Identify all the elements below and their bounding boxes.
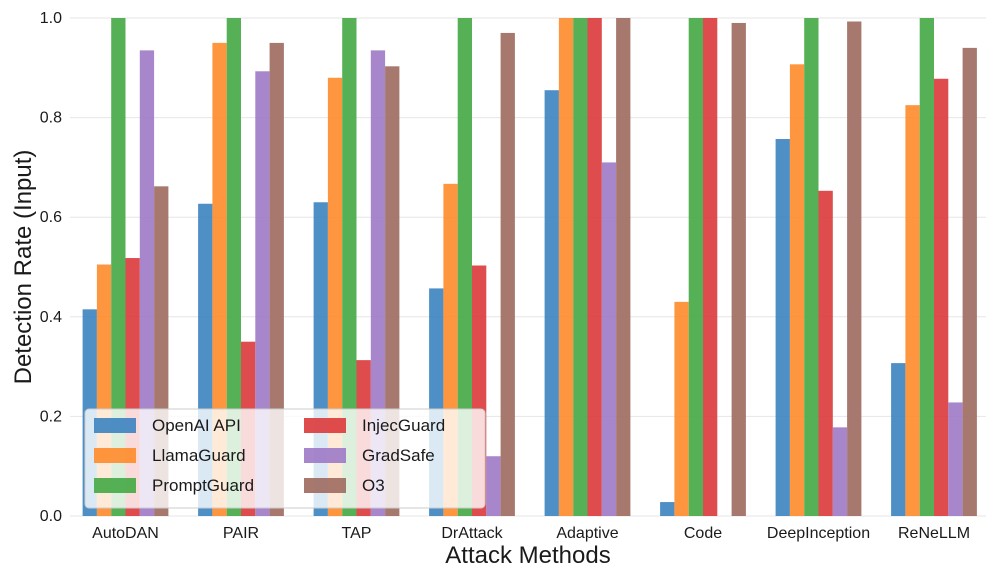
y-tick-label: 0.4: [40, 309, 62, 326]
bar-promptguard-autodan: [111, 18, 126, 516]
bar-promptguard-deepinception: [804, 18, 819, 516]
x-axis-ticks: AutoDAN PAIR TAP DrAttack Adaptive Code DeepIn…: [92, 525, 970, 542]
legend-label: GradSafe: [362, 446, 435, 465]
bar-llamaguard-deepinception: [789, 64, 805, 517]
legend-swatch: [94, 478, 136, 493]
bar-promptguard-pair: [226, 18, 241, 516]
bar-gradsafe-deepinception: [832, 427, 848, 516]
x-tick-label: ReNeLLM: [898, 525, 970, 542]
bar-llamaguard-renellm: [905, 105, 920, 517]
x-tick-label: DrAttack: [441, 525, 503, 542]
bar-o3-pair: [269, 42, 284, 517]
bar-llamaguard-pair: [212, 42, 227, 517]
y-tick-label: 1.0: [40, 10, 62, 27]
bar-promptguard-adaptive: [573, 18, 588, 516]
legend-swatch: [304, 448, 346, 463]
bar-o3-adaptive: [616, 18, 631, 516]
bar-gradsafe-pair: [255, 71, 270, 516]
x-tick-label: Adaptive: [556, 525, 618, 542]
bar-gradsafe-tap: [370, 50, 386, 517]
x-tick-label: PAIR: [223, 525, 259, 542]
legend-box: [84, 408, 486, 509]
legend-label: O3: [362, 476, 385, 495]
x-tick-label: Code: [684, 525, 722, 542]
bars: [82, 18, 977, 517]
legend-swatch: [304, 418, 346, 433]
bar-gradsafe-adaptive: [601, 162, 617, 517]
bar-llamaguard-code: [674, 301, 689, 516]
y-axis-label: Detection Rate (Input): [10, 150, 37, 385]
x-tick-label: DeepInception: [767, 525, 870, 542]
bar-o3-renellm: [962, 47, 977, 516]
y-tick-label: 0.0: [40, 508, 62, 525]
bar-injecguard-adaptive: [587, 18, 602, 516]
bar-openai-api-code: [660, 502, 675, 516]
legend-swatch: [94, 448, 136, 463]
y-tick-label: 0.6: [40, 209, 62, 226]
legend-swatch: [94, 418, 136, 433]
y-tick-label: 0.8: [40, 110, 62, 127]
y-axis-ticks: 0.0 0.2 0.4 0.6 0.8 1.0: [40, 10, 62, 525]
bar-promptguard-drattack: [457, 18, 472, 516]
bar-injecguard-code: [703, 18, 718, 516]
bar-injecguard-deepinception: [818, 190, 833, 516]
legend-label: InjecGuard: [362, 416, 445, 435]
bar-openai-api-deepinception: [775, 139, 790, 516]
bar-o3-drattack: [500, 32, 515, 516]
bar-o3-tap: [385, 66, 400, 516]
legend-label: LlamaGuard: [152, 446, 246, 465]
x-axis-label: Attack Methods: [445, 542, 610, 569]
bar-gradsafe-drattack: [486, 456, 501, 516]
x-tick-label: TAP: [342, 525, 372, 542]
legend: OpenAI API LlamaGuard PromptGuard InjecGuar…: [84, 408, 486, 509]
legend-label: PromptGuard: [152, 476, 254, 495]
bar-openai-api-adaptive: [544, 90, 559, 517]
bar-gradsafe-renellm: [948, 402, 963, 516]
y-tick-label: 0.2: [40, 408, 62, 425]
bar-promptguard-renellm: [919, 18, 934, 516]
bar-openai-api-renellm: [891, 363, 906, 516]
bar-o3-deepinception: [847, 21, 862, 517]
legend-swatch: [304, 478, 346, 493]
bar-promptguard-tap: [342, 18, 357, 516]
bar-injecguard-renellm: [934, 78, 949, 517]
bar-promptguard-code: [688, 18, 703, 516]
bar-gradsafe-autodan: [139, 50, 155, 517]
bar-o3-code: [731, 22, 746, 516]
x-tick-label: AutoDAN: [92, 525, 159, 542]
bar-llamaguard-adaptive: [558, 18, 574, 516]
legend-label: OpenAI API: [152, 416, 241, 435]
bar-llamaguard-tap: [327, 77, 343, 516]
